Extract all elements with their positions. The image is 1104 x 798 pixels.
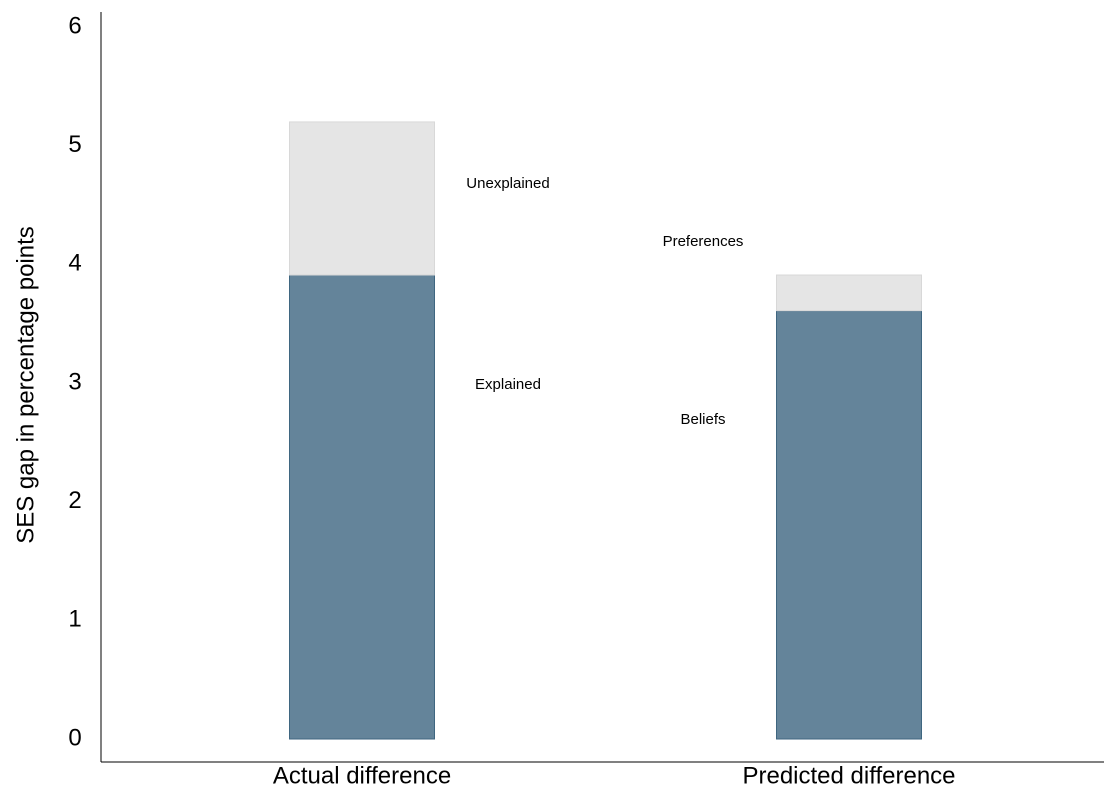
y-tick-label: 3 xyxy=(68,368,81,395)
x-tick-label: Actual difference xyxy=(273,762,451,789)
y-tick-label: 4 xyxy=(68,250,81,277)
bar-segment xyxy=(776,274,922,312)
y-tick-label: 6 xyxy=(68,12,81,39)
y-axis-title: SES gap in percentage points xyxy=(12,226,39,544)
y-tick-label: 1 xyxy=(68,606,81,633)
bar-segment xyxy=(289,121,435,276)
bar-segment xyxy=(776,310,922,740)
bar-segment xyxy=(289,274,435,740)
segment-label: Beliefs xyxy=(680,411,725,428)
segment-label: Explained xyxy=(475,376,541,393)
segment-label: Preferences xyxy=(663,233,744,250)
x-tick-label: Predicted difference xyxy=(742,762,955,789)
y-tick-label: 2 xyxy=(68,487,81,514)
y-tick-label: 0 xyxy=(68,724,81,751)
y-tick-label: 5 xyxy=(68,131,81,158)
segment-label: Unexplained xyxy=(466,175,549,192)
